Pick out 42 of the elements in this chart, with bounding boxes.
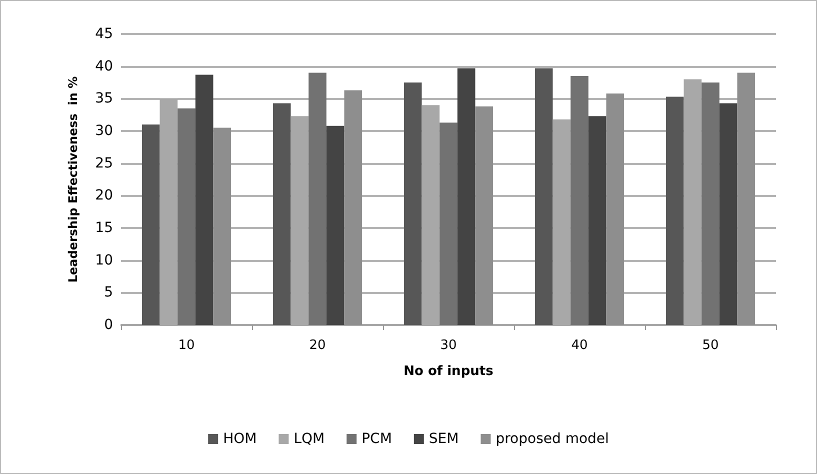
bar	[272, 103, 291, 325]
bar	[552, 119, 571, 325]
bar	[195, 74, 214, 325]
legend-label: proposed model	[496, 431, 609, 447]
y-tick-label: 10	[95, 252, 113, 268]
x-tick-label: 10	[178, 338, 195, 353]
legend-label: PCM	[362, 431, 392, 447]
y-axis-title: Leadership Effectiveness in %	[66, 76, 80, 283]
y-tick-label: 0	[104, 317, 113, 333]
legend-label: SEM	[428, 431, 459, 447]
bar	[422, 105, 440, 325]
bar	[666, 96, 684, 325]
y-tick-label: 45	[95, 26, 113, 42]
bar	[719, 103, 738, 325]
y-tick-label: 20	[95, 188, 113, 204]
bar	[326, 126, 344, 325]
y-tick-label: 5	[104, 284, 113, 301]
bar	[440, 122, 458, 325]
bar	[588, 116, 606, 325]
y-tick-label: 40	[95, 58, 113, 74]
y-tick-label: 35	[95, 90, 113, 107]
bar	[178, 108, 196, 325]
x-tick-label: 50	[702, 338, 719, 353]
bar	[534, 68, 553, 325]
bar	[142, 124, 160, 325]
bar	[308, 72, 326, 325]
x-axis-title: No of inputs	[404, 364, 494, 379]
bar	[404, 82, 422, 325]
x-tick-label: 30	[440, 338, 457, 353]
x-tick-label: 20	[309, 338, 326, 353]
bar	[702, 82, 720, 325]
x-tick-label: 40	[571, 338, 588, 353]
bar	[570, 76, 588, 325]
y-tick-label: 15	[95, 220, 113, 236]
y-tick-label: 30	[95, 123, 113, 139]
legend-label: HOM	[223, 431, 257, 447]
bar	[160, 98, 178, 325]
bar	[684, 79, 702, 325]
y-tick-label: 25	[95, 155, 113, 172]
legend-label: LQM	[294, 431, 325, 447]
bar	[290, 116, 309, 325]
bar	[457, 68, 476, 325]
